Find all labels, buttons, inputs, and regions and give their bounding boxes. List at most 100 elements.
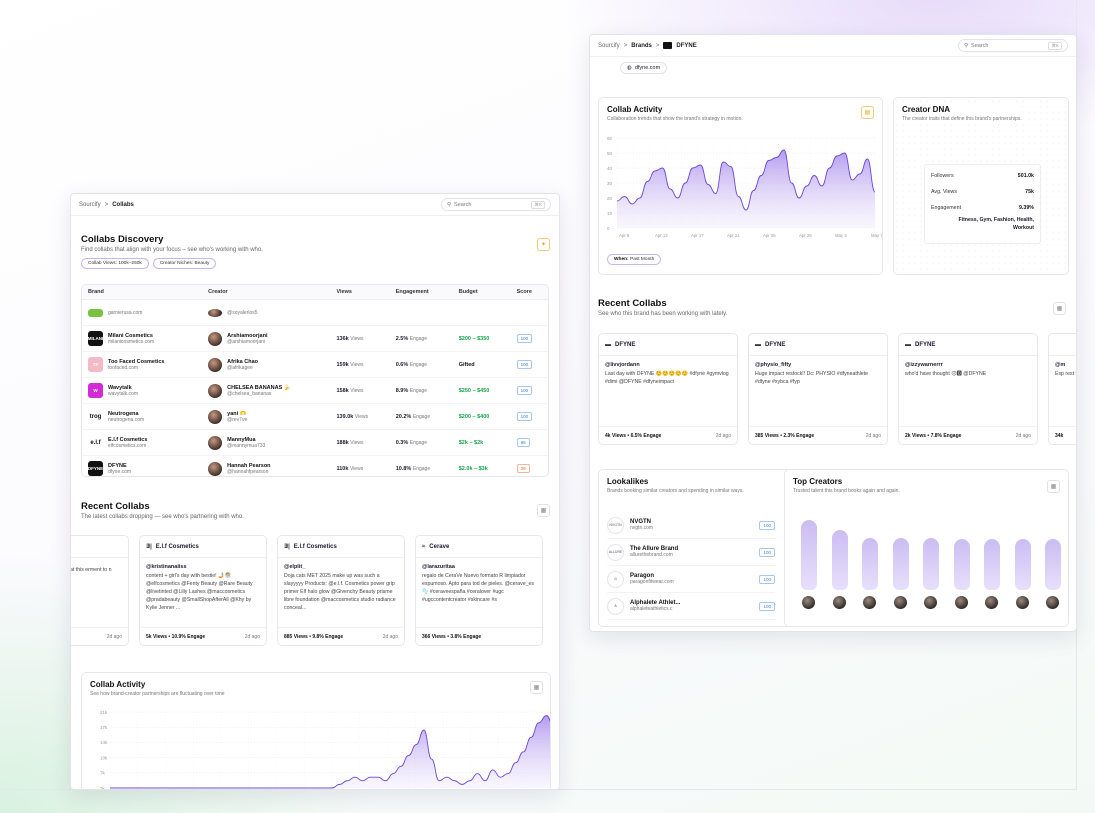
lookalike-item[interactable]: NVGTN NVGTN nvgtn.com 100 xyxy=(607,512,775,539)
domain-chip[interactable]: ◍ dfyne.com xyxy=(620,62,668,74)
col-creator[interactable]: Creator xyxy=(202,285,331,300)
col-score[interactable]: Score xyxy=(510,285,548,300)
table-row[interactable]: W Wavytalk wavytalk.com CHELSEA BANANAS 🍌… xyxy=(82,377,548,404)
score-badge[interactable]: 39 xyxy=(516,464,530,473)
lookalike-item[interactable]: A Alphalete Athlet... alphaleteathletics.… xyxy=(607,593,775,620)
creator-handle[interactable]: @physio_fifty xyxy=(755,362,792,368)
creator-avatar[interactable] xyxy=(893,596,907,609)
score-badge[interactable]: 100 xyxy=(759,520,775,530)
creator-handle[interactable]: @livvjordann xyxy=(605,362,640,368)
creator-handle[interactable] xyxy=(71,558,128,566)
brand-name: DFYNE xyxy=(108,462,127,469)
card-footer: 2d ago xyxy=(71,627,128,645)
score-badge[interactable]: 100 xyxy=(759,547,775,557)
sparkle-icon-button[interactable]: ✦ xyxy=(537,238,550,251)
col-engagement[interactable]: Engagement xyxy=(389,285,453,300)
recent-collab-card[interactable]: ▬ DFYNE @livvjordann Last day with DFYNE… xyxy=(598,333,738,445)
search-input[interactable]: ⚲ Search ⌘K xyxy=(958,39,1068,52)
creator-name: MannyMua xyxy=(227,436,256,443)
creator-handle[interactable]: @m xyxy=(1055,362,1066,368)
creator-avatar[interactable] xyxy=(985,596,998,609)
col-views[interactable]: Views xyxy=(330,285,390,300)
recent-collab-card[interactable]: ∃| E.l.f Cosmetics @kristinanaiiss conte… xyxy=(139,535,267,646)
filter-pill-views[interactable]: Collab Views: 100k–250k xyxy=(81,258,149,269)
y-tick-label: 17k xyxy=(100,725,108,730)
discovery-header: Collabs Discovery Find collabs that alig… xyxy=(81,234,263,269)
recent-collab-card[interactable]: ≈ Cerave @larazuritaa regalo de CeraVe N… xyxy=(415,535,543,646)
brand-logo: NVGTN xyxy=(607,516,624,534)
recent-collab-card[interactable]: ▬ DFYNE @izzywarnerrr who'd have thought… xyxy=(898,333,1038,445)
creator-avatar[interactable] xyxy=(863,596,876,609)
recent-collab-card[interactable]: Sale for gh and Butt vill be at this erm… xyxy=(71,535,129,646)
recent-collab-card[interactable]: ∃| E.l.f Cosmetics @elplit_ Doja cats ME… xyxy=(277,535,405,646)
globe-icon: ◍ xyxy=(627,65,632,71)
search-input[interactable]: ⚲ Search ⌘K xyxy=(441,198,551,211)
collab-activity-chart: 21k 17k 14k 10k 7k 3k xyxy=(100,710,550,789)
sparkle-icon-button[interactable]: ▤ xyxy=(861,106,874,119)
brand-domain: garnierusa.com xyxy=(108,309,143,316)
avatar xyxy=(208,461,223,476)
col-budget[interactable]: Budget xyxy=(452,285,511,300)
creator-avatar[interactable] xyxy=(832,596,846,609)
search-placeholder: Search xyxy=(454,201,472,208)
creator-handle[interactable]: @larazuritaa xyxy=(422,564,455,570)
table-row[interactable]: e.l.f E.l.f Cosmetics elfcosmetics.com Ma… xyxy=(82,429,548,456)
card-title: Collab Activity xyxy=(607,105,663,114)
x-tick-label: May 7 xyxy=(871,233,883,238)
col-brand[interactable]: Brand xyxy=(82,285,203,300)
brand-name: Alphalete Athlet... xyxy=(630,600,681,606)
post-stats: 5k Views • 10.9% Engage xyxy=(146,633,206,640)
score-badge[interactable]: 86 xyxy=(516,438,530,447)
creator-handle[interactable]: @elplit_ xyxy=(284,564,306,570)
avatar xyxy=(208,308,223,317)
when-filter-pill[interactable]: When: Past Month xyxy=(607,254,662,265)
y-tick-label: 50 xyxy=(607,151,613,156)
lookalike-item[interactable]: ⏻ Paragon paragonfitwear.com 100 xyxy=(607,566,775,593)
section-title: Recent Collabs xyxy=(81,501,150,512)
creator-avatar[interactable] xyxy=(1046,596,1059,609)
x-tick-label: Apr 21 xyxy=(727,233,740,238)
creator-handle[interactable]: @kristinanaiiss xyxy=(146,564,187,570)
card-title: Creator DNA xyxy=(902,105,951,114)
grid-icon-button[interactable]: ▦ xyxy=(1053,302,1066,315)
section-title: Recent Collabs xyxy=(598,298,667,309)
lookalike-item[interactable]: ALLURE The Allure Brand allurethebrand.co… xyxy=(607,539,775,566)
engagement-cell: 2.5% Engage xyxy=(389,325,453,352)
creator-name: Hannah Pearson xyxy=(227,462,271,469)
filter-pill-niches[interactable]: Creator Niches: Beauty xyxy=(152,258,217,269)
grid-icon-button[interactable]: ▦ xyxy=(1047,480,1060,493)
breadcrumb-brands[interactable]: Brands xyxy=(631,42,652,49)
score-badge[interactable]: 100 xyxy=(759,574,775,584)
grid-icon-button[interactable]: ▦ xyxy=(530,681,543,694)
brand-logo-icon: ≈ xyxy=(422,543,426,550)
table-row[interactable]: DFYNE DFYNE dfyne.com Hannah Pearson @hann… xyxy=(82,455,548,476)
avatar xyxy=(208,331,223,346)
series-line xyxy=(109,715,550,789)
grid-icon-button[interactable]: ▦ xyxy=(537,504,550,517)
brand-logo-icon: ▬ xyxy=(905,341,911,348)
table-row[interactable]: MILANI Milani Cosmetics milanicosmetics.c… xyxy=(82,325,548,352)
score-badge[interactable]: 100 xyxy=(516,386,533,395)
creator-avatar[interactable] xyxy=(954,596,968,609)
table-row[interactable]: TF Too Faced Cosmetics toofaced.com Afrik… xyxy=(82,351,548,378)
brand-domain: neutrogena.com xyxy=(108,416,145,423)
table-row-partial[interactable]: garnierusa.com @soyalerlos5 xyxy=(82,299,548,326)
dna-stat-row: Avg. Views 75k xyxy=(931,189,1034,195)
score-badge[interactable]: 100 xyxy=(516,360,533,369)
recent-collab-card[interactable]: ▬ DFYNE @physio_fifty Huge impact restoc… xyxy=(748,333,888,445)
x-tick-label: Apr 17 xyxy=(691,233,704,238)
creator-handle[interactable]: @izzywarnerrr xyxy=(905,362,943,368)
creator-avatar[interactable] xyxy=(1015,596,1029,609)
breadcrumb-root[interactable]: Sourcify xyxy=(598,42,620,49)
card-subtitle: Brands booking similar creators and spen… xyxy=(607,488,744,494)
score-badge[interactable]: 100 xyxy=(516,334,533,343)
score-badge[interactable]: 100 xyxy=(759,601,775,611)
score-badge[interactable]: 100 xyxy=(516,412,533,421)
budget-cell: $2k – $2k xyxy=(452,429,511,456)
creator-avatar[interactable] xyxy=(924,596,937,609)
table-row[interactable]: trog Neutrogena neutrogena.com yani 🫶 @rev… xyxy=(82,403,548,430)
breadcrumb-root[interactable]: Sourcify xyxy=(79,201,101,208)
recent-collab-card[interactable]: @m Esp rest few 34k xyxy=(1048,333,1076,445)
avatar xyxy=(208,383,223,398)
creator-avatar[interactable] xyxy=(802,596,815,609)
